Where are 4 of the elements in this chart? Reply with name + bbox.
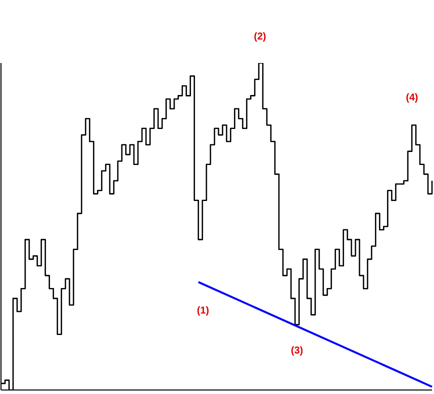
annotation: (4) [406, 92, 418, 104]
annotation: (1) [196, 306, 210, 316]
text: (2) [254, 32, 266, 42]
annotation: (3) [290, 346, 304, 356]
